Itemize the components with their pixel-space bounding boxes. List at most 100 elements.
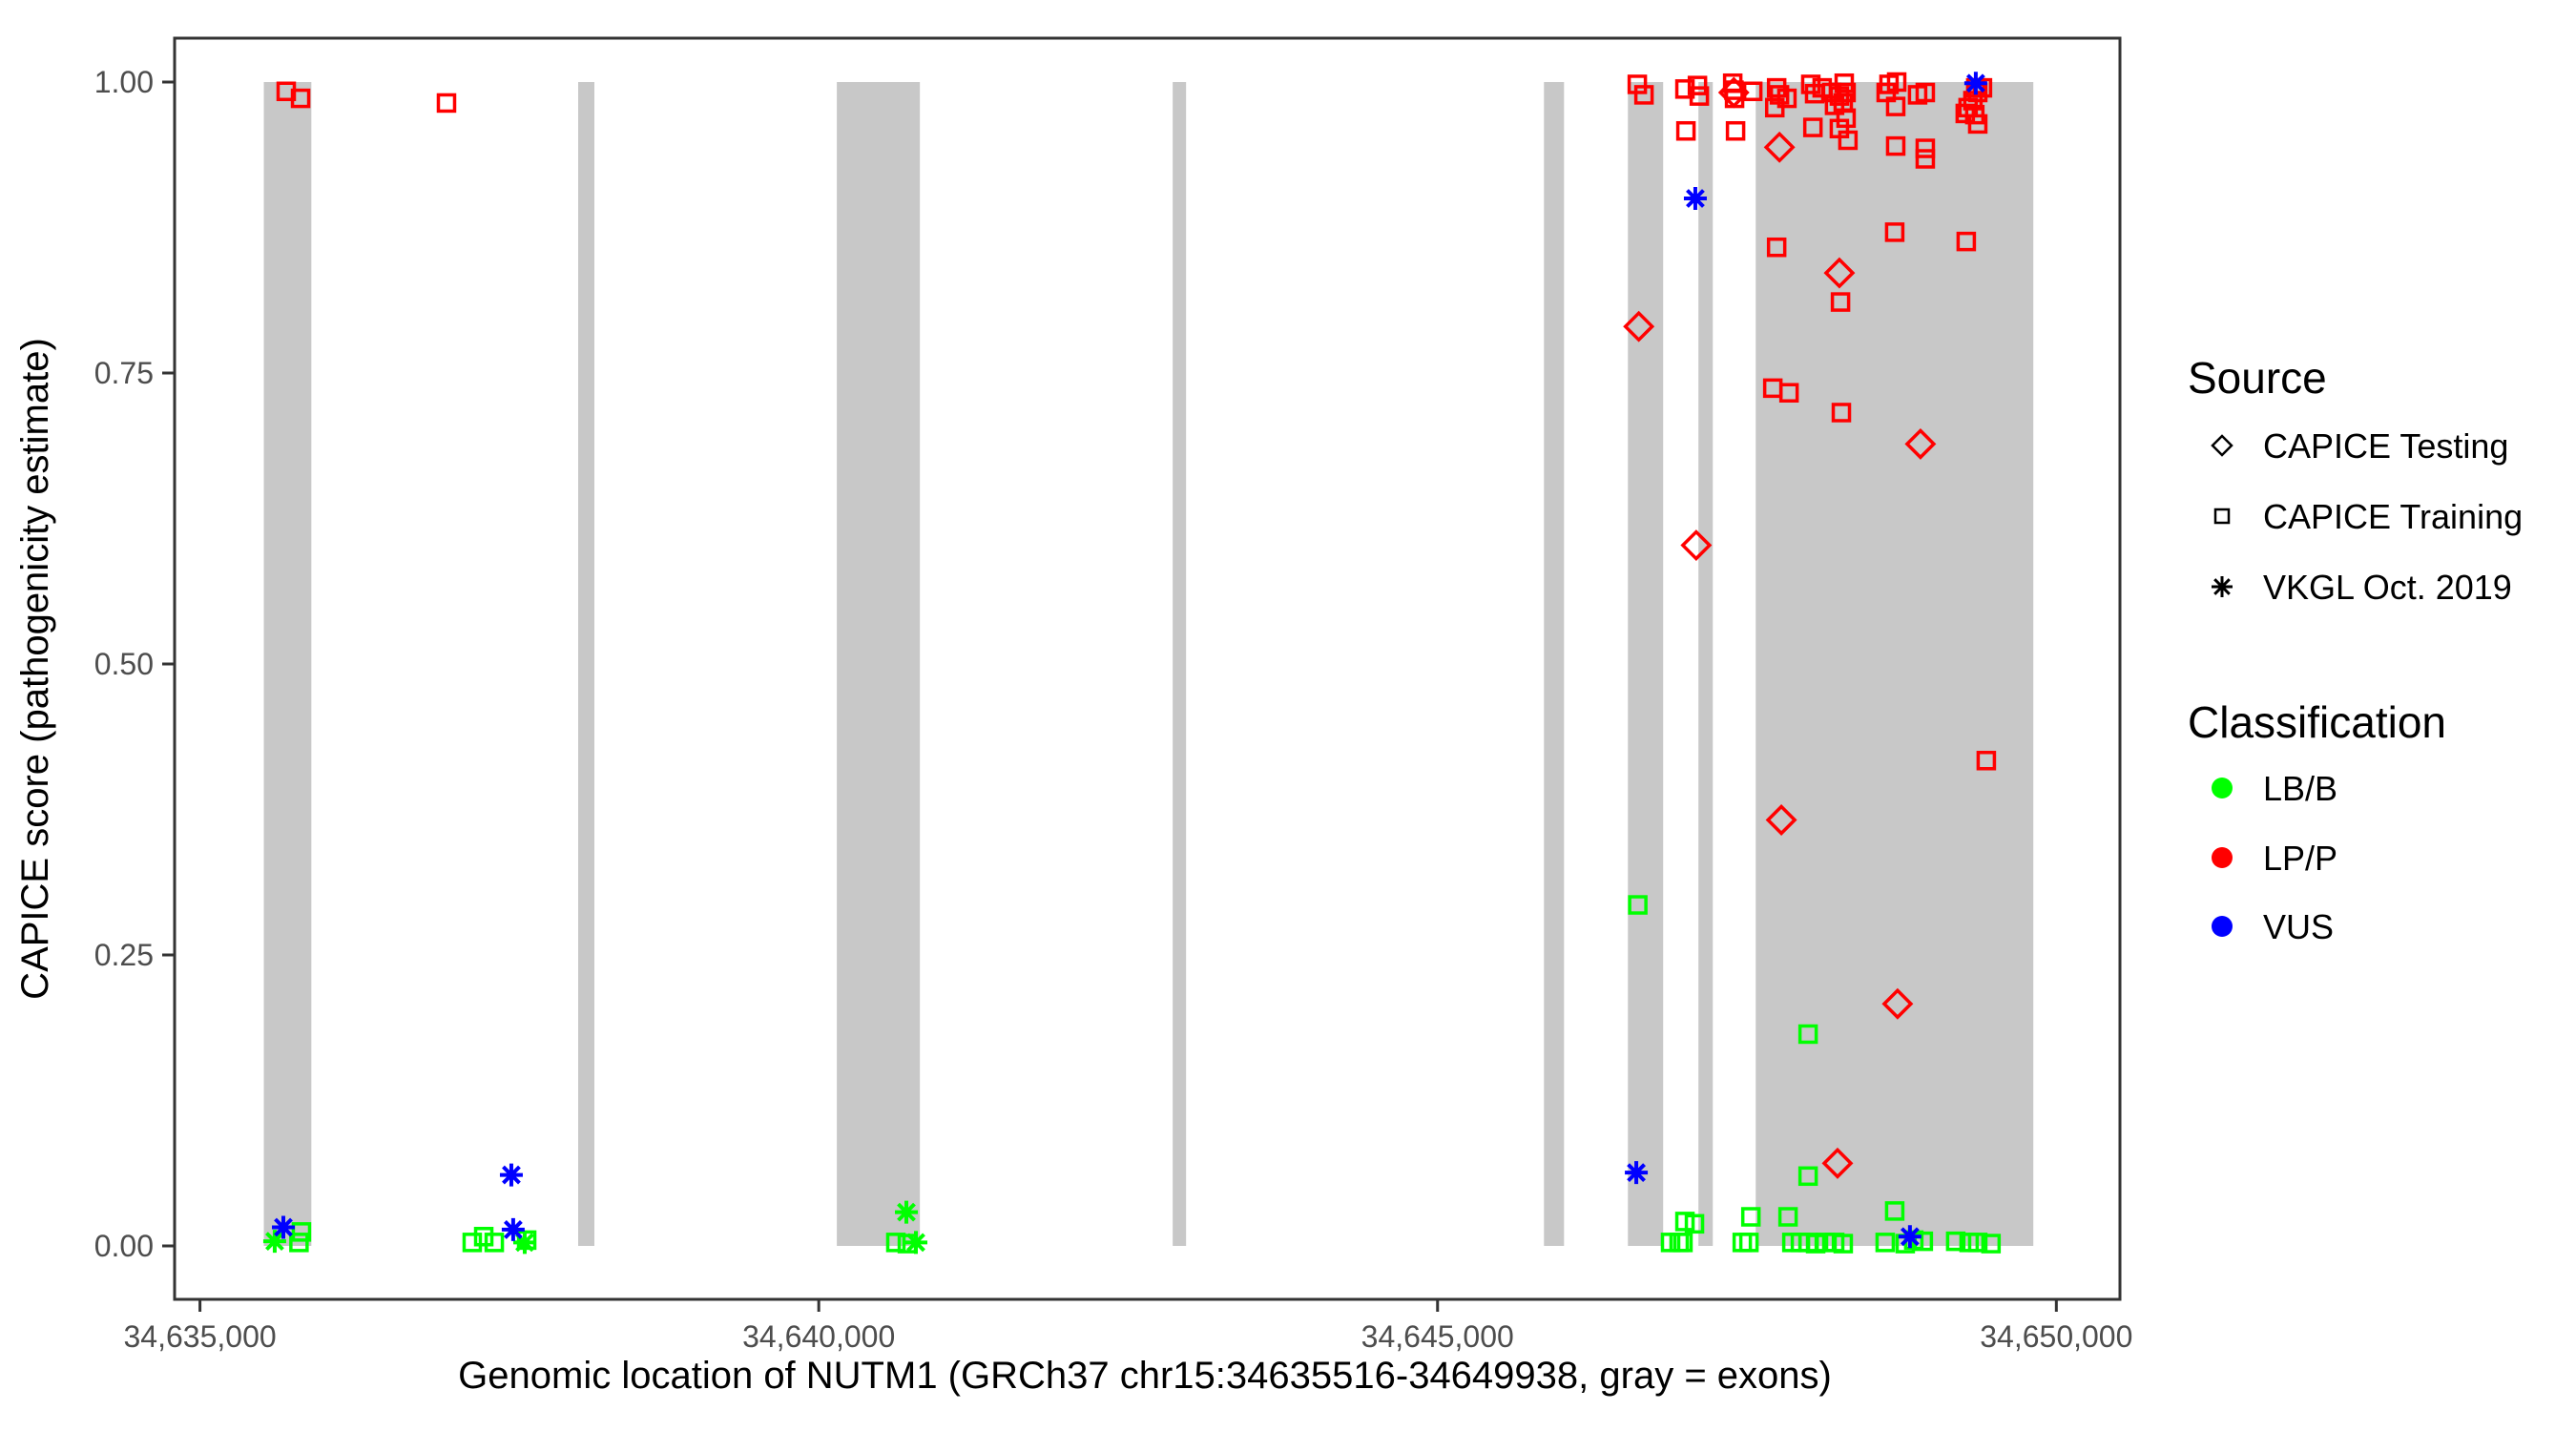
data-point-square [1725,120,1746,141]
data-point-star [895,1200,919,1224]
data-point-square [1672,1233,1693,1253]
series-capice-testing-lp-p [1623,76,1937,1179]
data-point-diamond [1904,427,1937,460]
exon-region [263,81,312,1247]
data-point-square [1833,1234,1854,1254]
data-point-diamond [1823,257,1856,289]
data-point-square [1689,86,1710,106]
exon-region [578,81,594,1247]
data-point-star [499,1163,523,1187]
data-point-square [1967,114,1988,135]
data-point-square [1884,1201,1905,1221]
data-point-square [1945,1231,1966,1252]
data-point-square [290,88,311,109]
data-point-square [516,1230,537,1251]
data-point-square [1628,895,1648,915]
data-point-square [1885,135,1906,156]
data-point-diamond [1821,1147,1854,1179]
data-point-square [473,1226,494,1247]
legend-key-dot-icon [2212,916,2233,937]
x-tick-label: 34,640,000 [742,1319,895,1354]
data-point-square [1802,117,1823,137]
data-point-star [904,1231,927,1255]
data-point-star [272,1215,296,1239]
data-point-diamond [1765,804,1797,836]
y-tick-label: 0.50 [94,647,154,681]
y-tick-label: 1.00 [94,65,154,99]
legend-key-dot-icon [2212,847,2233,868]
data-point-diamond [1680,529,1713,562]
y-tick-label: 0.00 [94,1229,154,1263]
data-point-square [1976,751,1997,771]
data-point-star [262,1230,286,1254]
exon-region [1544,81,1565,1247]
data-point-square [1836,108,1857,129]
data-point-square [1836,82,1857,103]
plot-panel-border [173,36,2122,1301]
legend-classification-item-label: VUS [2263,907,2334,946]
data-point-square [1830,292,1851,312]
legend: Source Classification CAPICE Testing CAPI… [2188,353,2523,946]
data-point-square [1875,1233,1896,1253]
data-point-diamond [1881,987,1914,1020]
data-point-square [1684,1213,1705,1234]
data-point-square [289,1233,309,1253]
x-axis-title: Genomic location of NUTM1 (GRCh37 chr15:… [458,1355,1832,1397]
legend-classification-item-label: LB/B [2263,769,2337,808]
data-point-diamond [1717,76,1750,109]
data-point-square [1981,1234,2002,1254]
data-point-square [1884,222,1905,242]
legend-source-title: Source [2188,353,2327,403]
exon-region [1173,81,1187,1247]
legend-classification-item-label: LP/P [2263,839,2337,878]
data-point-square [1831,403,1852,423]
exon-region [1628,81,1664,1247]
x-tick-label: 34,650,000 [1980,1319,2132,1354]
data-point-square [1738,1233,1759,1253]
data-point-square [1776,88,1797,109]
legend-source-item-label: CAPICE Training [2263,497,2523,536]
legend-key-diamond-icon [2211,434,2233,457]
legend-key-star-icon [2212,576,2233,597]
legend-classification-title: Classification [2188,697,2446,747]
data-point-square [1915,82,1936,103]
data-point-diamond [1623,310,1655,342]
y-axis-title: CAPICE score (pathogenicity estimate) [14,338,56,1000]
data-point-square [484,1233,505,1253]
data-point-square [1915,138,1936,158]
exon-regions [263,81,2034,1247]
data-point-square [1838,130,1859,151]
x-axis: 34,635,000 34,640,000 34,645,000 34,650,000 [124,1299,2132,1354]
y-tick-label: 0.25 [94,938,154,972]
data-point-square [291,1222,312,1242]
legend-key-dot-icon [2212,778,2233,798]
y-tick-label: 0.75 [94,356,154,390]
data-point-square [462,1233,483,1253]
series-vkgl-oct-2019-lb-b [262,1200,927,1255]
data-point-square [1778,383,1799,403]
data-point-star [512,1231,536,1255]
data-point-square [1633,85,1654,105]
series-capice-training-lp-p [276,72,1997,771]
data-point-star [1898,1225,1922,1249]
series-capice-training-lb-b [289,895,2002,1254]
data-point-square [436,93,457,114]
data-point-square [1797,1024,1818,1045]
data-point-square [1797,1166,1818,1187]
exon-region [1698,81,1714,1247]
data-point-square [1885,96,1906,116]
data-point-square [1675,120,1696,141]
legend-source-item-label: CAPICE Testing [2263,426,2508,466]
data-point-square [1915,149,1936,169]
legend-source-item-label: VKGL Oct. 2019 [2263,568,2512,607]
data-point-square [885,1233,906,1253]
series-vkgl-oct-2019-vus [272,72,1987,1249]
data-point-star [501,1217,525,1241]
data-point-diamond [1763,131,1796,163]
data-point-star [1625,1161,1649,1185]
data-point-square [1777,1207,1798,1227]
data-point-star [1963,72,1987,95]
legend-key-square-icon [2213,508,2231,525]
